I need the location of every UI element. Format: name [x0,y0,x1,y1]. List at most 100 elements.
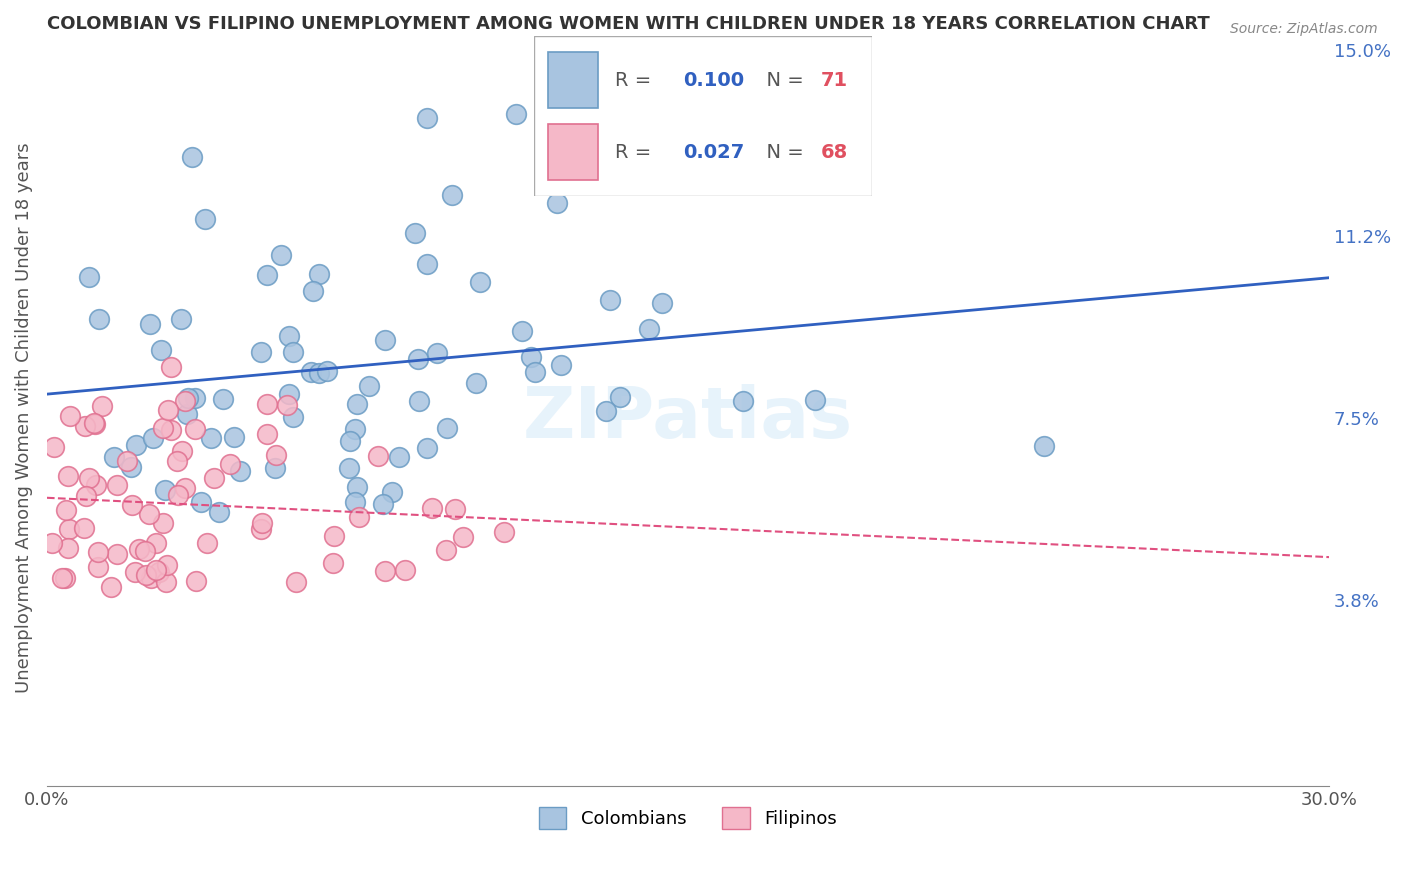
Colombians [638,322,661,336]
Colombians [406,352,429,367]
Filipinos [166,454,188,468]
Filipinos [157,403,180,417]
Filipinos [160,424,183,438]
Filipinos [256,426,278,441]
Filipinos [51,571,73,585]
Filipinos [323,529,346,543]
Filipinos [121,498,143,512]
Filipinos [367,450,389,464]
Filipinos [90,400,112,414]
Colombians [595,403,617,417]
Text: Source: ZipAtlas.com: Source: ZipAtlas.com [1230,22,1378,37]
Filipinos [55,503,77,517]
Colombians [278,387,301,401]
Colombians [346,481,368,495]
Colombians [190,495,212,509]
Filipinos [105,478,128,492]
Colombians [416,112,439,126]
Filipinos [155,575,177,590]
Filipinos [58,522,80,536]
Colombians [150,343,173,357]
Filipinos [186,574,208,588]
Colombians [651,296,673,310]
Colombians [200,431,222,445]
Colombians [256,268,278,282]
Colombians [184,391,207,405]
Colombians [510,324,533,338]
Filipinos [170,444,193,458]
Filipinos [41,536,63,550]
Colombians [436,421,458,435]
Colombians [308,268,330,282]
Filipinos [83,417,105,431]
Filipinos [87,560,110,574]
Colombians [426,345,449,359]
Filipinos [184,422,207,436]
Colombians [142,431,165,445]
Colombians [120,460,142,475]
Filipinos [264,448,287,462]
Colombians [181,150,204,164]
Text: R =: R = [616,144,658,162]
Colombians [170,311,193,326]
Colombians [270,247,292,261]
Filipinos [434,543,457,558]
Text: N =: N = [754,144,810,162]
Colombians [89,311,111,326]
Text: 0.027: 0.027 [683,144,744,162]
Filipinos [256,396,278,410]
Filipinos [138,507,160,521]
Filipinos [141,571,163,585]
Filipinos [374,564,396,578]
Colombians [416,257,439,271]
Colombians [371,498,394,512]
Filipinos [174,481,197,495]
Filipinos [105,547,128,561]
Colombians [308,366,330,380]
Colombians [177,391,200,405]
Colombians [465,376,488,391]
Colombians [229,464,252,478]
Filipinos [167,488,190,502]
Filipinos [202,470,225,484]
Colombians [388,450,411,464]
Text: R =: R = [616,71,658,90]
Colombians [316,364,339,378]
Colombians [505,107,527,121]
Filipinos [124,565,146,579]
Colombians [337,460,360,475]
Colombians [441,188,464,202]
Colombians [416,441,439,455]
Filipinos [349,509,371,524]
Filipinos [73,521,96,535]
Colombians [733,393,755,408]
Filipinos [284,575,307,590]
Legend: Colombians, Filipinos: Colombians, Filipinos [531,800,844,837]
Colombians [357,379,380,393]
Colombians [103,450,125,464]
Filipinos [128,541,150,556]
Colombians [546,196,568,211]
Colombians [404,226,426,240]
Filipinos [250,522,273,536]
Colombians [381,484,404,499]
Text: 68: 68 [821,144,848,162]
Text: ZIPatlas: ZIPatlas [523,384,853,452]
Filipinos [117,454,139,468]
Filipinos [59,409,82,423]
Colombians [153,483,176,497]
Filipinos [218,457,240,471]
Colombians [599,293,621,307]
Colombians [302,284,325,298]
Filipinos [394,563,416,577]
Filipinos [145,563,167,577]
Colombians [211,392,233,407]
Colombians [263,460,285,475]
Colombians [408,393,430,408]
Filipinos [134,544,156,558]
Colombians [339,434,361,448]
Colombians [344,422,367,436]
Filipinos [75,418,97,433]
Colombians [344,495,367,509]
Colombians [283,345,305,359]
